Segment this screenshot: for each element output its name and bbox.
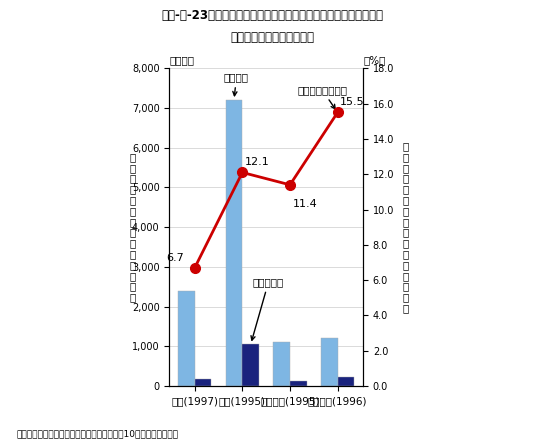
Bar <box>226 100 243 386</box>
Text: 学部学生: 学部学生 <box>224 72 249 96</box>
Bar <box>178 291 195 386</box>
Bar <box>273 342 290 386</box>
Text: （%）: （%） <box>363 55 385 65</box>
Bar <box>290 381 307 386</box>
Bar <box>243 344 259 386</box>
Text: 12.1: 12.1 <box>245 157 269 167</box>
Text: 6.7: 6.7 <box>166 253 184 263</box>
Text: 大学院学生: 大学院学生 <box>251 277 284 340</box>
Bar <box>195 379 211 386</box>
Text: 資料：文部省「教育指標の国際比較」（平成10年版）により作成: 資料：文部省「教育指標の国際比較」（平成10年版）により作成 <box>16 430 178 439</box>
Text: （千人）: （千人） <box>169 55 194 65</box>
Text: 11.4: 11.4 <box>292 199 317 209</box>
Text: 学
部
学
生
に
占
め
る
大
学
院
学
生
の
割
合: 学 部 学 生 に 占 め る 大 学 院 学 生 の 割 合 <box>403 141 409 313</box>
Bar <box>321 338 337 386</box>
Text: 15.5: 15.5 <box>340 97 365 107</box>
Bar <box>337 377 354 386</box>
Text: 学
部
・
大
学
院
に
在
籍
す
る
学
生
数: 学 部 ・ 大 学 院 に 在 籍 す る 学 生 数 <box>129 152 136 303</box>
Text: 大学院学生の比率: 大学院学生の比率 <box>297 85 347 109</box>
Text: 第２-２-23図　主要国における学部・大学院に在籍する全学生数に: 第２-２-23図 主要国における学部・大学院に在籍する全学生数に <box>161 9 384 22</box>
Text: 占める大学院学生数の割合: 占める大学院学生数の割合 <box>231 31 314 44</box>
